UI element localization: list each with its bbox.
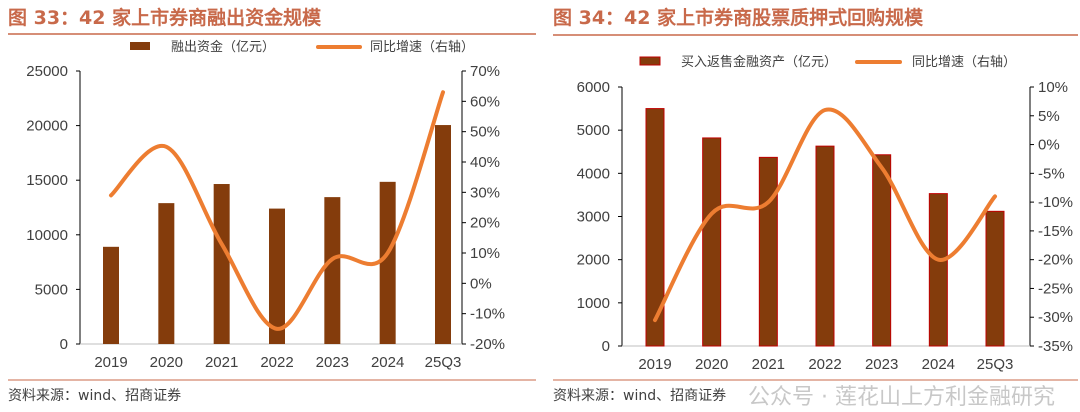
chart-title: 图 34：42 家上市券商股票质押式回购规模 bbox=[553, 6, 924, 29]
bar bbox=[702, 137, 722, 347]
bar bbox=[103, 246, 119, 344]
source-note: 资料来源：wind、招商证券 bbox=[8, 388, 181, 404]
right-tick-label: 50% bbox=[470, 124, 500, 141]
right-tick-label: 10% bbox=[470, 245, 500, 262]
left-tick-label: 0 bbox=[602, 338, 610, 355]
bar bbox=[815, 145, 835, 347]
right-tick-label: -5% bbox=[1038, 165, 1065, 182]
legend-bar-swatch bbox=[130, 42, 150, 50]
x-tick-label: 2023 bbox=[865, 356, 898, 373]
right-tick-label: -30% bbox=[1038, 309, 1073, 326]
x-tick-label: 2021 bbox=[205, 354, 238, 371]
left-tick-label: 15000 bbox=[26, 172, 68, 189]
left-tick-label: 4000 bbox=[577, 165, 610, 182]
legend-bar-label: 融出资金（亿元） bbox=[171, 39, 275, 55]
x-tick-label: 2019 bbox=[94, 354, 127, 371]
watermark: 公众号 · 莲花山上方利金融研究 bbox=[748, 385, 1055, 410]
bar bbox=[158, 203, 175, 344]
right-tick-label: 30% bbox=[470, 184, 500, 201]
left-tick-label: 10000 bbox=[26, 227, 68, 244]
legend-bar-label: 买入返售金融资产（亿元） bbox=[681, 54, 837, 70]
left-tick-label: 3000 bbox=[577, 209, 610, 226]
bar bbox=[872, 154, 892, 347]
right-tick-label: 20% bbox=[470, 215, 500, 232]
right-tick-label: 40% bbox=[470, 154, 500, 171]
left-tick-label: 5000 bbox=[35, 281, 68, 298]
right-tick-label: 10% bbox=[1038, 79, 1068, 96]
bar bbox=[269, 208, 285, 344]
left-tick-label: 1000 bbox=[577, 295, 610, 312]
x-tick-label: 2024 bbox=[922, 356, 955, 373]
bar bbox=[213, 184, 230, 344]
right-tick-label: -25% bbox=[1038, 280, 1073, 297]
left-tick-label: 2000 bbox=[577, 252, 610, 269]
right-tick-label: 0% bbox=[1038, 137, 1060, 154]
x-tick-label: 2020 bbox=[150, 354, 183, 371]
right-tick-label: -15% bbox=[1038, 223, 1073, 240]
bar bbox=[379, 181, 396, 344]
source-note: 资料来源：wind、招商证券 bbox=[553, 388, 726, 404]
right-tick-label: -35% bbox=[1038, 338, 1073, 355]
x-tick-label: 25Q3 bbox=[977, 356, 1014, 373]
legend-line-label: 同比增速（右轴） bbox=[370, 40, 474, 55]
chart-title: 图 33：42 家上市券商融出资金规模 bbox=[8, 6, 322, 29]
x-tick-label: 25Q3 bbox=[425, 354, 462, 371]
legend-line-label: 同比增速（右轴） bbox=[912, 55, 1016, 70]
right-tick-label: 0% bbox=[470, 275, 492, 292]
right-tick-label: -10% bbox=[1038, 194, 1073, 211]
left-tick-label: 0 bbox=[60, 336, 68, 353]
bar bbox=[645, 108, 665, 347]
x-tick-label: 2020 bbox=[695, 356, 728, 373]
x-tick-label: 2022 bbox=[808, 356, 841, 373]
bar bbox=[758, 156, 778, 347]
left-tick-label: 5000 bbox=[577, 122, 610, 139]
x-tick-label: 2024 bbox=[371, 354, 404, 371]
x-tick-label: 2023 bbox=[316, 354, 349, 371]
right-tick-label: 70% bbox=[470, 63, 500, 80]
growth-line bbox=[109, 90, 445, 331]
bar bbox=[985, 210, 1005, 347]
bar bbox=[435, 125, 451, 344]
right-tick-label: -10% bbox=[470, 306, 505, 323]
left-tick-label: 6000 bbox=[577, 79, 610, 96]
bar bbox=[928, 193, 948, 347]
x-tick-label: 2021 bbox=[752, 356, 785, 373]
left-tick-label: 25000 bbox=[26, 63, 68, 80]
x-tick-label: 2019 bbox=[638, 356, 671, 373]
right-tick-label: -20% bbox=[1038, 252, 1073, 269]
right-tick-label: 5% bbox=[1038, 108, 1060, 125]
left-tick-label: 20000 bbox=[26, 118, 68, 135]
right-tick-label: -20% bbox=[470, 336, 505, 353]
bar bbox=[324, 197, 341, 344]
legend-bar-swatch bbox=[639, 56, 661, 66]
x-tick-label: 2022 bbox=[260, 354, 293, 371]
right-tick-label: 60% bbox=[470, 93, 500, 110]
